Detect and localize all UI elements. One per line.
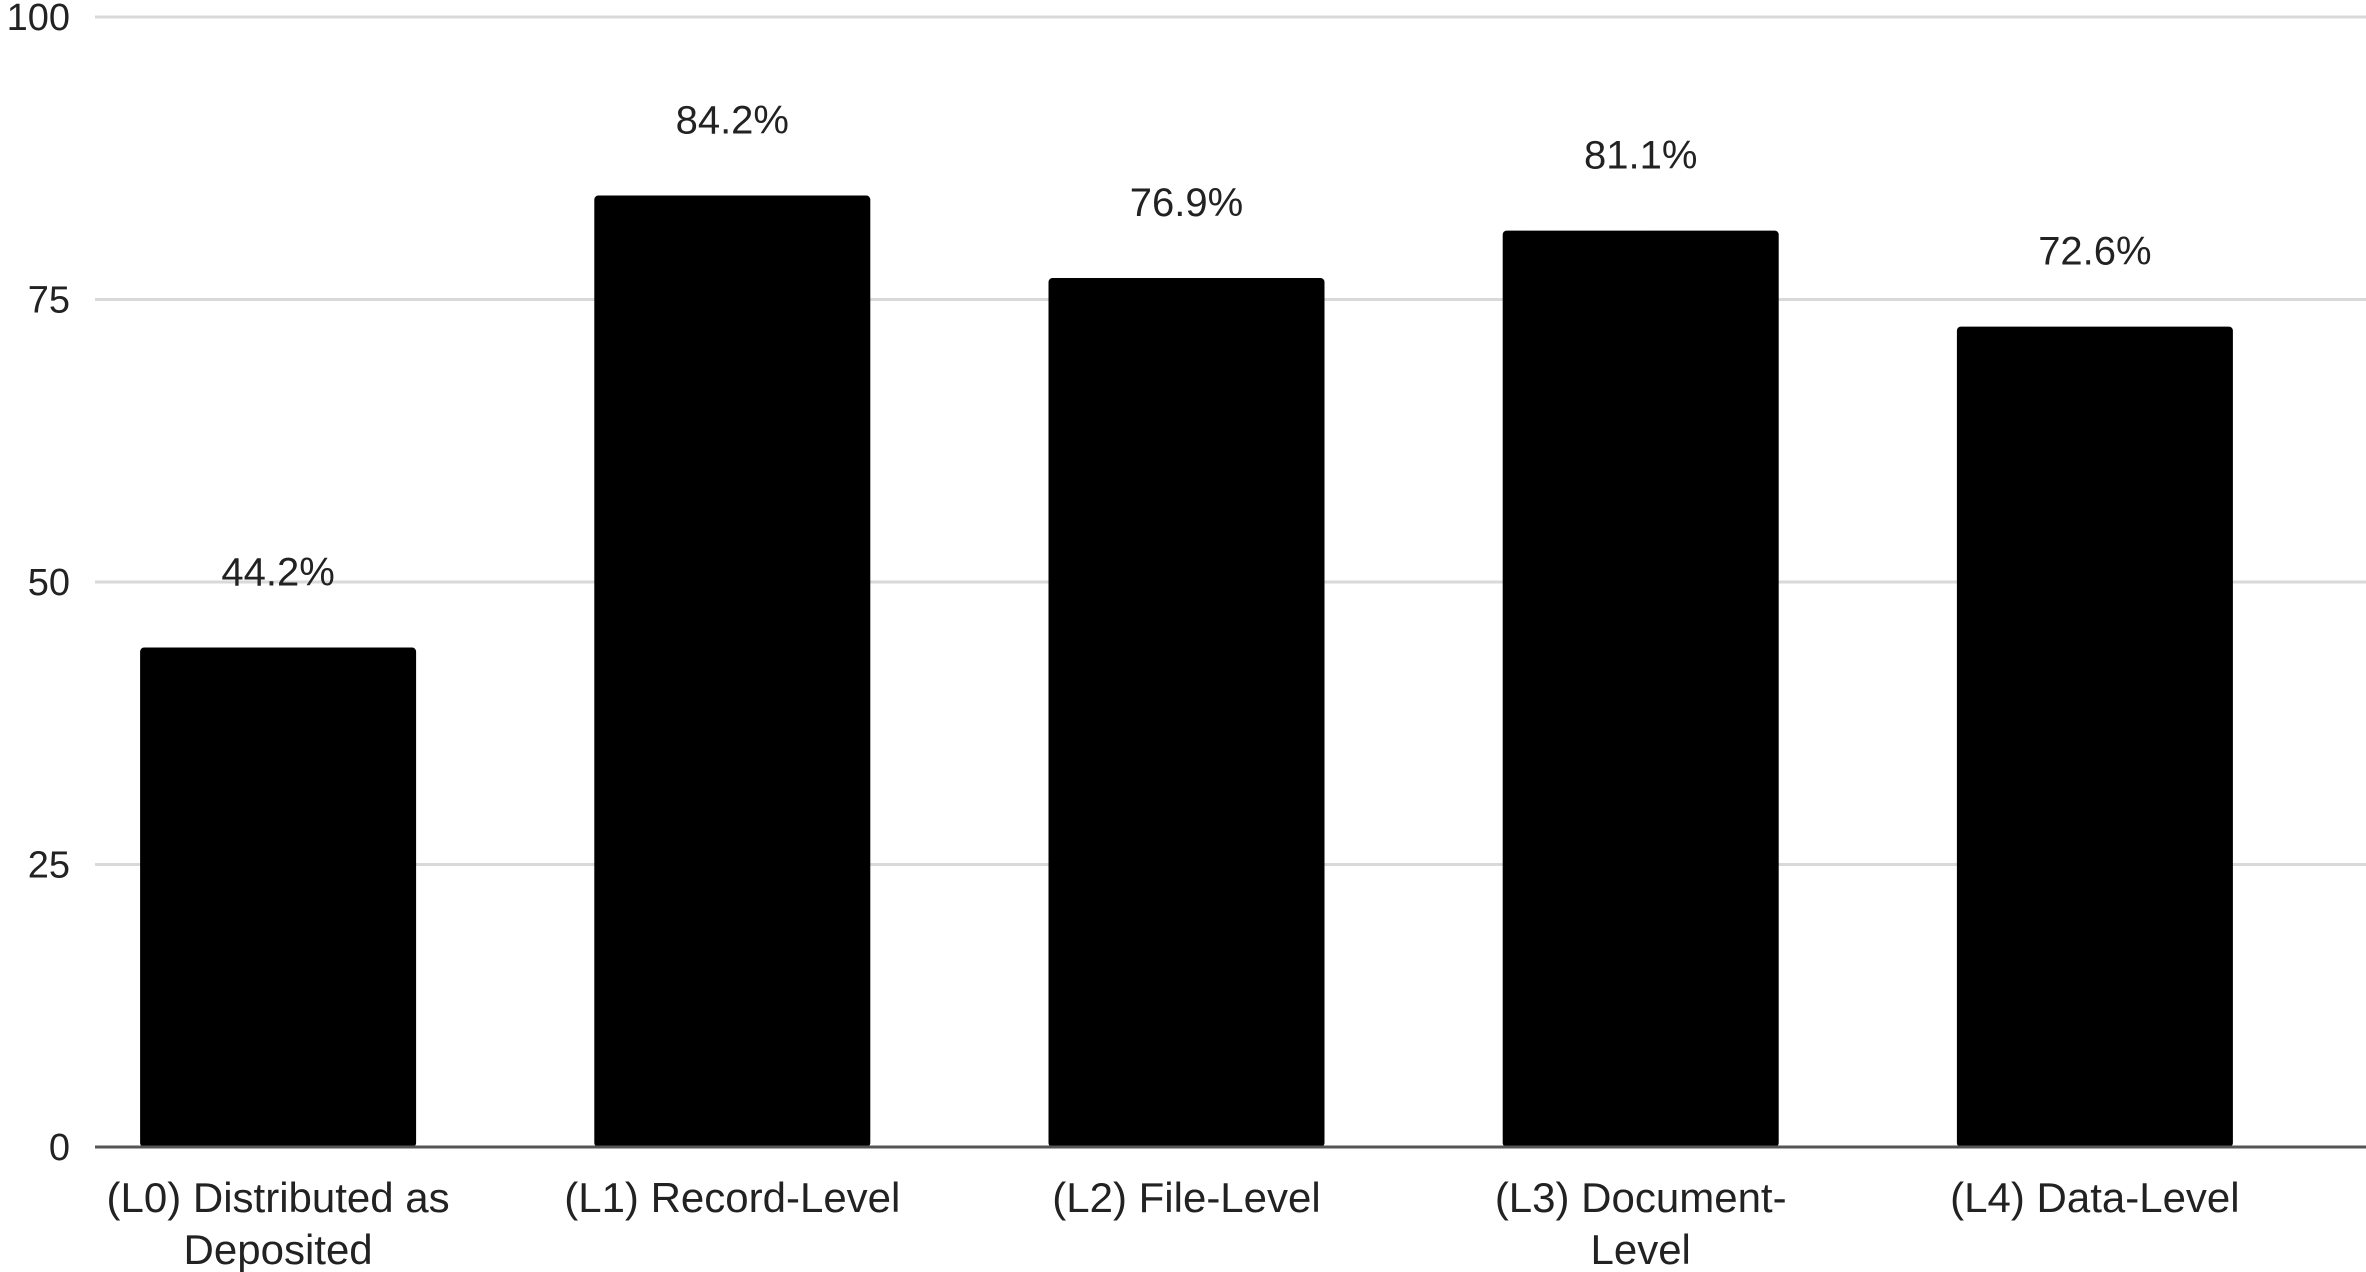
bar (594, 195, 871, 1148)
y-tick-label: 75 (28, 280, 70, 322)
bar (1048, 278, 1325, 1147)
y-tick-label: 50 (28, 562, 70, 604)
data-label: 44.2% (221, 551, 334, 595)
bar (1956, 326, 2233, 1147)
bars (140, 195, 2233, 1148)
bar (140, 647, 417, 1147)
data-label: 72.6% (2038, 230, 2151, 274)
y-axis-ticks: 0 25 50 75 100 (7, 0, 70, 1169)
y-tick-label: 100 (7, 0, 70, 39)
y-tick-label: 0 (49, 1127, 70, 1169)
data-label: 84.2% (676, 99, 789, 143)
x-tick-label: (L4) Data-Level (1950, 1174, 2239, 1221)
x-tick-label: (L3) Document-Level (1495, 1174, 1787, 1272)
value-labels: 44.2% 84.2% 76.9% 81.1% 72.6% (221, 99, 2151, 595)
data-label: 81.1% (1584, 134, 1697, 178)
data-label: 76.9% (1130, 181, 1243, 225)
x-axis-labels: (L0) Distributed as Deposited (L1) Record-… (107, 1174, 2240, 1272)
x-tick-label: (L2) File-Level (1052, 1174, 1320, 1221)
y-tick-label: 25 (28, 845, 70, 887)
x-tick-label: (L1) Record-Level (564, 1174, 900, 1221)
x-tick-label: (L0) Distributed as Deposited (107, 1174, 450, 1272)
bar (1502, 230, 1779, 1147)
